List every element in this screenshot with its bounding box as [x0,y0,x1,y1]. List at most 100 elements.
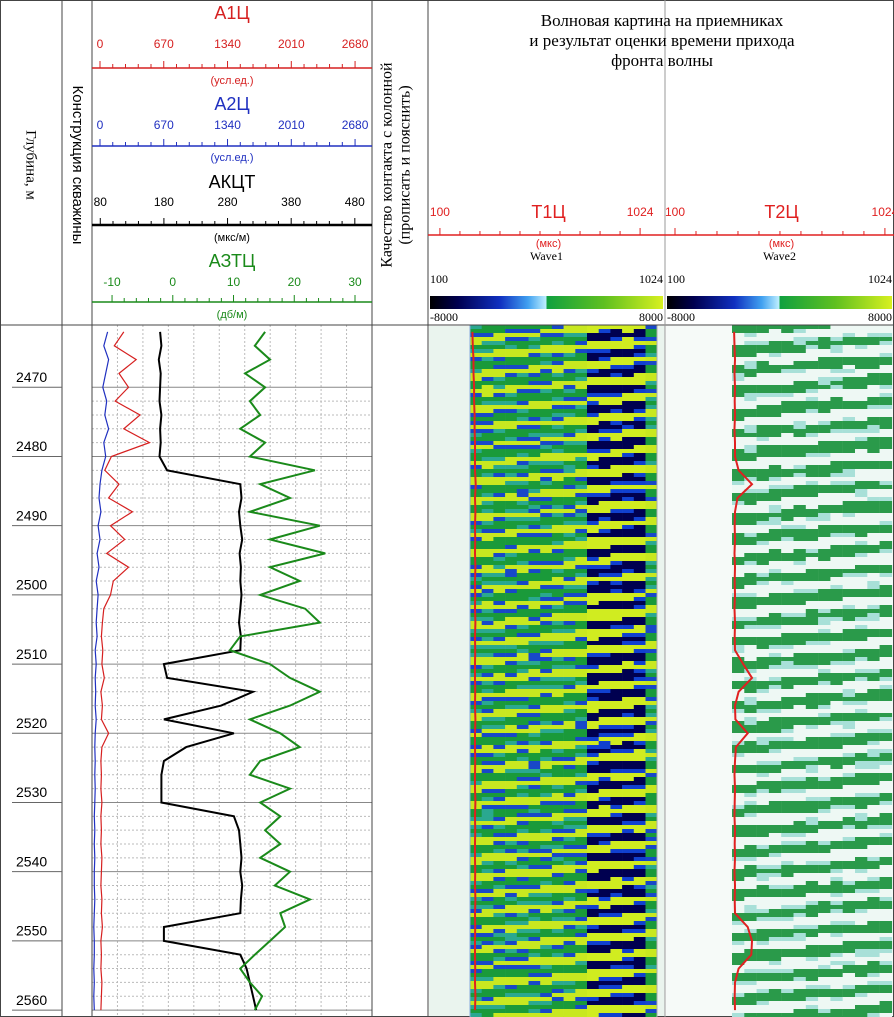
wave-texture [610,517,623,521]
wave-texture [633,389,646,393]
wave-texture [516,481,529,485]
wave-texture [563,709,576,713]
wave-texture [793,665,806,669]
wave-texture [598,869,611,873]
wave-texture [818,541,831,545]
wave-texture [481,873,494,877]
wave-texture [793,457,806,461]
wave-texture [563,601,576,605]
wave-texture [610,753,623,757]
wave-texture [493,485,506,489]
wave-texture [528,1009,541,1013]
wave-texture [756,349,770,353]
wave-texture [563,809,576,813]
wave-texture [540,953,553,957]
wave-texture [781,349,794,353]
wave-texture [867,733,880,737]
wave-texture [481,825,494,829]
wave-texture [622,425,635,429]
wave-texture [563,549,576,553]
wave-texture [622,785,635,789]
wave-texture [645,749,658,753]
wave-texture [610,861,623,865]
wave-texture [818,925,831,929]
wave-texture [528,333,541,337]
wave-texture [551,649,564,653]
wave-texture [505,681,518,685]
wave-texture [633,741,646,745]
wave-texture [551,885,564,889]
wave-texture [481,813,494,817]
wave-texture [732,605,745,609]
wave-texture [563,957,576,961]
wave-texture [867,877,880,881]
wave-texture [830,449,843,453]
wave-texture [516,925,529,929]
wave-texture [793,917,806,921]
wave-texture [481,329,494,333]
wave-texture [830,777,843,781]
wave-texture [622,665,635,669]
wave-texture [610,409,623,413]
wave-texture [622,801,635,805]
wave-texture [855,645,868,649]
wave-texture [551,357,564,361]
wave-texture [842,869,856,873]
wave-texture [505,893,518,897]
wave-texture [867,509,880,513]
wave-texture [867,521,880,525]
wave-texture [867,637,880,641]
wave-texture [610,693,623,697]
wave-texture [793,545,806,549]
wave-texture [768,517,782,521]
wave-texture [756,521,770,525]
wave-texture [768,489,782,493]
wave-texture [744,777,757,781]
wave-texture [540,793,553,797]
wave-texture [768,533,782,537]
wave-texture [622,685,635,689]
wave-texture [781,405,794,409]
wave-texture [830,825,843,829]
wave-texture [505,745,518,749]
wave-texture [818,893,831,897]
wave-texture [516,701,529,705]
wave-texture [756,561,770,565]
wave-texture [842,849,856,853]
wave-texture [493,981,506,985]
wave-texture [842,893,856,897]
wave-texture [622,329,635,333]
wave-texture [587,885,599,889]
wave-texture [551,857,564,861]
wave-texture [744,977,757,981]
wave-texture [732,529,745,533]
wave-texture [732,449,745,453]
wave-texture [551,329,564,333]
wave-texture [563,969,576,973]
wave-texture [516,901,529,905]
wave-texture [622,1009,635,1013]
wave-texture [575,965,588,969]
wave-texture [505,673,518,677]
wave-texture [528,701,541,705]
wave-texture [781,541,794,545]
wave-texture [551,325,564,329]
wave-texture [867,349,880,353]
wave-texture [732,793,745,797]
wave-texture [793,369,806,373]
wave-texture [756,593,770,597]
wave-texture [470,853,482,857]
wave-texture [867,717,880,721]
wave-texture [563,837,576,841]
wave-texture [867,633,880,637]
wave-texture [610,433,623,437]
wave-texture [793,645,806,649]
wave-texture [563,733,576,737]
wave-texture [818,369,831,373]
wave-texture [818,625,831,629]
wave-texture [622,445,635,449]
wave-texture [470,361,482,365]
wave-texture [793,909,806,913]
wave-texture [645,573,658,577]
wave-texture [516,1005,529,1009]
